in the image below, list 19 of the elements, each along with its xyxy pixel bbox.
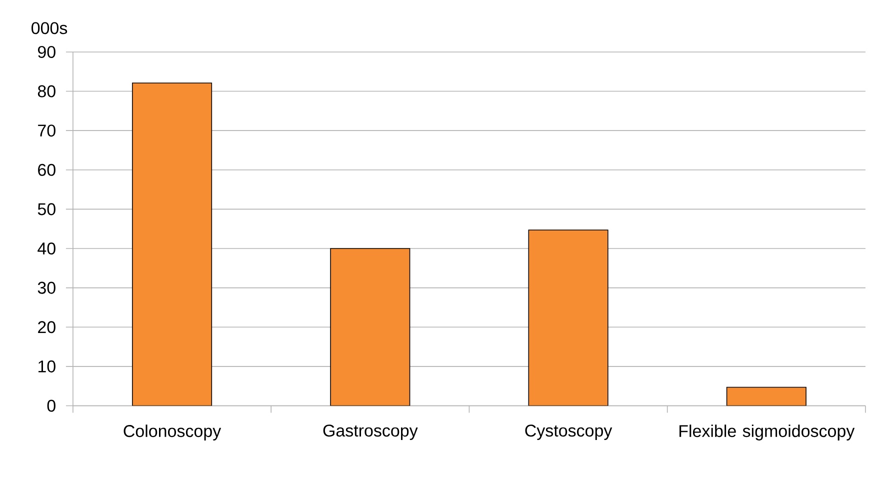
y-tick-label: 70 [38, 124, 56, 137]
y-tick-label: 50 [38, 203, 56, 216]
y-tick-label: 20 [38, 321, 56, 334]
y-axis-title: 000s [32, 22, 68, 34]
y-tick-label: 30 [38, 282, 56, 294]
y-tick-label: 80 [38, 85, 56, 98]
y-tick-label: 0 [47, 400, 56, 412]
x-tick-label: Gastroscopy [323, 424, 418, 440]
bar [726, 387, 806, 406]
x-tick-label: Cystoscopy [525, 424, 612, 440]
x-tick-label: Flexible sigmoidoscopy [680, 424, 855, 441]
y-tick-label: 60 [38, 164, 56, 176]
y-tick-label: 10 [38, 360, 56, 373]
bar [528, 230, 608, 406]
x-tick-label: Colonoscopy [124, 424, 222, 441]
y-tick-label: 40 [38, 242, 56, 255]
y-tick-label: 90 [38, 46, 56, 58]
bar [132, 82, 212, 406]
bar [330, 248, 410, 406]
